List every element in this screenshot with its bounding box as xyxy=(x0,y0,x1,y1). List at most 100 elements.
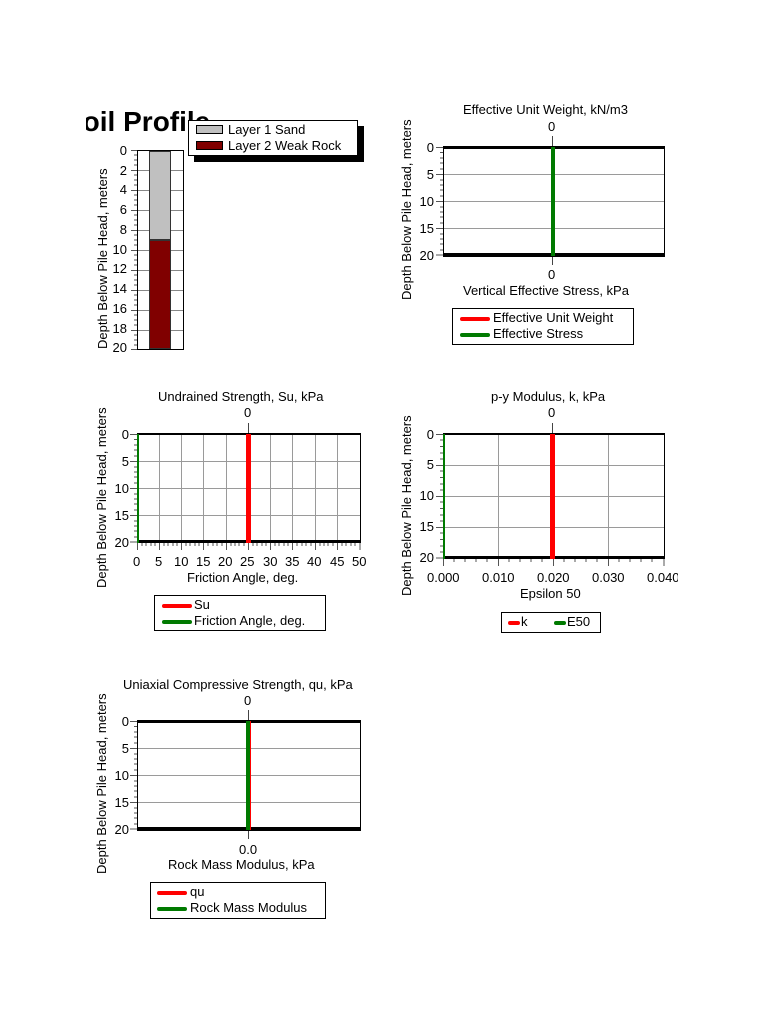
y-tick-label: 15 xyxy=(419,519,434,534)
py-legend: k E50 xyxy=(501,612,601,633)
y-tick-label: 18 xyxy=(112,321,127,336)
y-axis-label: Depth Below Pile Head, meters xyxy=(399,119,414,300)
gridline xyxy=(203,435,204,542)
y-tick-label: 10 xyxy=(419,488,434,503)
sand-swatch xyxy=(196,125,223,134)
x-minor-ticks xyxy=(137,543,361,550)
gridline xyxy=(608,435,609,557)
top-axis-tick xyxy=(552,136,553,146)
e50-swatch xyxy=(554,621,566,625)
y-tick-label: 5 xyxy=(121,454,129,469)
effective-stress-line xyxy=(551,147,555,256)
y-axis-label: Depth Below Pile Head, meters xyxy=(94,693,109,874)
legend-label: Layer 2 Weak Rock xyxy=(228,138,342,153)
top-axis-tick-label: 0 xyxy=(548,119,556,134)
x-tick-label: 0.010 xyxy=(482,570,515,585)
y-tick-label: 0 xyxy=(426,427,434,442)
y-tick-label: 2 xyxy=(119,163,127,178)
friction-angle-line xyxy=(137,434,139,543)
x-minor-ticks xyxy=(443,559,665,566)
x-tick-label: 0 xyxy=(133,554,141,569)
x-tick-label: 40 xyxy=(307,554,322,569)
y-tick-label: 10 xyxy=(114,481,129,496)
gridline xyxy=(337,435,338,542)
y-minor-ticks xyxy=(130,721,137,830)
soil-profile-legend: Layer 1 Sand Layer 2 Weak Rock xyxy=(188,120,358,156)
x-tick-label: 25 xyxy=(240,554,255,569)
y-tick-label: 5 xyxy=(426,167,434,182)
x-tick-label: 20 xyxy=(218,554,233,569)
legend-label: E50 xyxy=(567,614,591,629)
soil-profile-minor-ticks xyxy=(131,150,183,350)
k-swatch xyxy=(508,621,520,625)
gridline xyxy=(226,435,227,542)
effective-legend: Effective Unit Weight Effective Stress xyxy=(452,308,634,345)
legend-label: Effective Stress xyxy=(493,326,584,341)
legend-label: qu xyxy=(190,884,205,899)
weak-rock-swatch xyxy=(196,141,223,150)
x-tick-label: 50 xyxy=(352,554,367,569)
qu-swatch xyxy=(157,891,187,895)
uniaxial-legend: qu Rock Mass Modulus xyxy=(150,882,326,919)
qu-line xyxy=(249,721,251,830)
y-tick-label: 15 xyxy=(114,795,129,810)
x-tick-label: 45 xyxy=(330,554,345,569)
y-tick-label: 20 xyxy=(114,535,129,550)
x-tick-label: 15 xyxy=(196,554,211,569)
x-tick-label: 0.000 xyxy=(427,570,460,585)
bottom-axis-tick xyxy=(552,257,553,265)
y-tick-label: 4 xyxy=(119,182,127,197)
layer-2-weak-rock-bar xyxy=(149,240,171,349)
y-minor-ticks xyxy=(436,434,443,559)
y-tick-label: 10 xyxy=(419,194,434,209)
x-tick-label: 0.030 xyxy=(592,570,625,585)
undrained-legend: Su Friction Angle, deg. xyxy=(154,595,326,631)
gridline xyxy=(159,435,160,542)
chart-top-axis-label: Uniaxial Compressive Strength, qu, kPa xyxy=(123,677,353,692)
y-tick-label: 0 xyxy=(426,140,434,155)
x-tick-label: 0.020 xyxy=(537,570,570,585)
y-tick-label: 12 xyxy=(112,261,127,276)
y-tick-label: 20 xyxy=(114,822,129,837)
gridline xyxy=(292,435,293,542)
y-tick-label: 0 xyxy=(121,427,129,442)
gridline xyxy=(498,435,499,557)
y-tick-label: 20 xyxy=(419,550,434,565)
x-axis-label: Friction Angle, deg. xyxy=(187,570,299,585)
legend-label: Friction Angle, deg. xyxy=(194,613,306,628)
y-tick-label: 0 xyxy=(119,143,127,158)
x-tick-label: 5 xyxy=(155,554,163,569)
legend-label: Rock Mass Modulus xyxy=(190,900,308,915)
soil-profile-y-axis-label: Depth Below Pile Head, meters xyxy=(95,168,110,349)
rock-mass-modulus-swatch xyxy=(157,907,187,911)
x-axis-label: Vertical Effective Stress, kPa xyxy=(463,283,629,298)
legend-label: Layer 1 Sand xyxy=(228,122,306,137)
legend-label: k xyxy=(521,614,528,629)
y-minor-ticks xyxy=(436,147,443,256)
gridline xyxy=(270,435,271,542)
effective-stress-swatch xyxy=(460,333,490,337)
chart-top-axis-label: Undrained Strength, Su, kPa xyxy=(158,389,324,404)
k-line xyxy=(550,434,555,559)
y-minor-ticks xyxy=(130,434,137,543)
x-tick-label: 30 xyxy=(263,554,278,569)
x-axis-label: Epsilon 50 xyxy=(520,586,581,601)
x-tick-label: 35 xyxy=(285,554,300,569)
top-axis-tick xyxy=(248,423,249,433)
friction-angle-swatch xyxy=(162,620,192,624)
top-axis-tick-label: 0 xyxy=(244,405,252,420)
effective-unit-weight-swatch xyxy=(460,317,490,321)
top-axis-tick-label: 0 xyxy=(244,693,252,708)
y-tick-label: 6 xyxy=(119,202,127,217)
y-tick-label: 10 xyxy=(112,242,127,257)
layer-1-sand-bar xyxy=(149,151,171,240)
legend-label: Effective Unit Weight xyxy=(493,310,614,325)
top-axis-tick-label: 0 xyxy=(548,405,556,420)
y-tick-label: 16 xyxy=(112,301,127,316)
gridline xyxy=(315,435,316,542)
su-swatch xyxy=(162,604,192,608)
y-tick-label: 8 xyxy=(119,222,127,237)
x-tick-label: 10 xyxy=(174,554,189,569)
y-tick-label: 15 xyxy=(114,508,129,523)
y-axis-label: Depth Below Pile Head, meters xyxy=(94,407,109,588)
